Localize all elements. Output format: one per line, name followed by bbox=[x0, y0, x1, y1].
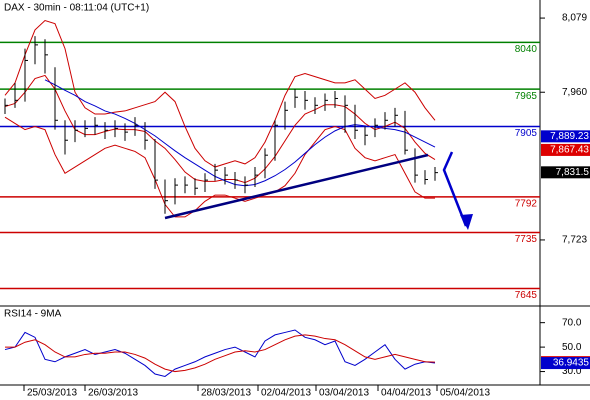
level-label: 7965 bbox=[515, 91, 538, 102]
x-tick-label: 02/04/2013 bbox=[261, 388, 311, 399]
forecast-arrow bbox=[442, 151, 468, 227]
price-tag bbox=[541, 357, 590, 370]
level-label: 7645 bbox=[515, 290, 538, 301]
level-label: 7735 bbox=[515, 234, 538, 245]
level-label: 8040 bbox=[515, 44, 538, 55]
indicator-line bbox=[5, 334, 436, 373]
price-tag-label: 7,831.5 bbox=[556, 167, 590, 178]
price-tag-label: 36.9435 bbox=[553, 358, 590, 369]
price-tag-label: 7,889.23 bbox=[550, 131, 589, 142]
x-tick-label: 03/04/2013 bbox=[319, 388, 369, 399]
x-tick-label: 05/04/2013 bbox=[440, 388, 490, 399]
y-tick-label: 7,723 bbox=[562, 235, 587, 246]
rsi-title: RSI14 - 9MA bbox=[4, 309, 62, 320]
price-tag-label: 7,867.43 bbox=[550, 145, 589, 156]
price-tag bbox=[541, 166, 590, 179]
level-label: 7905 bbox=[515, 128, 538, 139]
trend-line bbox=[164, 153, 429, 220]
price-tag bbox=[541, 130, 590, 143]
x-tick-label: 26/03/2013 bbox=[88, 388, 138, 399]
level-label: 7792 bbox=[515, 199, 538, 210]
indicator-line bbox=[4, 329, 436, 377]
x-tick-label: 25/03/2013 bbox=[27, 388, 77, 399]
y-tick-label: 7,960 bbox=[562, 87, 587, 98]
indicator-line bbox=[44, 79, 436, 187]
x-tick-label: 28/03/2013 bbox=[201, 388, 251, 399]
indicator-line bbox=[4, 20, 436, 168]
x-tick-label: 04/04/2013 bbox=[381, 388, 431, 399]
indicator-line bbox=[4, 116, 435, 218]
y-tick-label: 70.0 bbox=[562, 317, 582, 328]
plot-layer: 8,079 7,960 7,723 25/03/2013 26/03/2013 28/03… bbox=[0, 13, 590, 399]
price-tag bbox=[541, 143, 590, 156]
arrow-head bbox=[460, 214, 473, 230]
y-tick-label: 50.0 bbox=[562, 342, 582, 353]
chart-title: DAX - 30min - 08:11:04 (UTC+1) bbox=[4, 3, 149, 14]
y-tick-label: 30.0 bbox=[562, 366, 582, 377]
y-tick-label: 8,079 bbox=[562, 13, 587, 24]
